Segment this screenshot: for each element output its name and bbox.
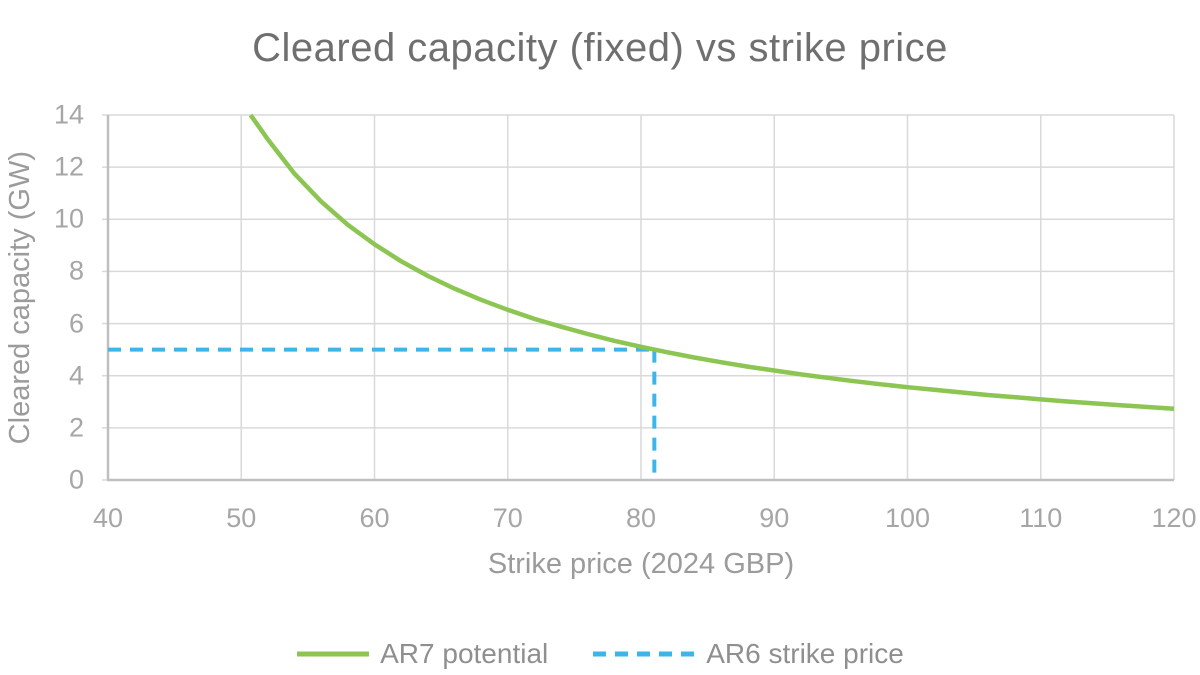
y-tick-label: 14 [53,99,84,130]
ar6-dashed-line-swatch [593,651,696,657]
plot-area [102,113,1175,482]
ar7-solid-line-swatch [297,651,370,657]
y-tick-label: 6 [68,308,84,339]
x-tick-label: 110 [1019,503,1063,533]
y-tick-label: 12 [53,151,84,182]
y-tick-label: 10 [53,203,84,234]
x-tick-label: 70 [492,503,523,533]
y-axis-title: Cleared capacity (GW) [3,150,36,445]
ar7-potential-curve [248,113,1175,412]
x-tick-label: 100 [884,503,931,533]
legend-item-ar6-strike-price: AR6 strike price [592,638,904,670]
y-tick-label: 8 [68,255,84,286]
legend: AR7 potential AR6 strike price [0,634,1200,674]
x-tick-label: 90 [759,503,790,533]
legend-label-ar7: AR7 potential [380,638,549,669]
x-tick-label: 50 [226,503,257,533]
x-tick-label: 120 [1151,503,1197,533]
x-tick-label: 60 [359,503,390,533]
y-tick-label: 2 [68,412,84,443]
x-tick-label: 40 [92,503,124,533]
legend-item-ar7-potential: AR7 potential [296,638,548,670]
chart-title: Cleared capacity (fixed) vs strike price [252,26,948,70]
y-tick-label: 4 [68,360,84,391]
y-tick-label: 0 [68,464,84,495]
x-axis-title: Strike price (2024 GBP) [487,548,795,580]
x-tick-label: 80 [625,503,657,533]
legend-label-ar6: AR6 strike price [706,638,904,669]
